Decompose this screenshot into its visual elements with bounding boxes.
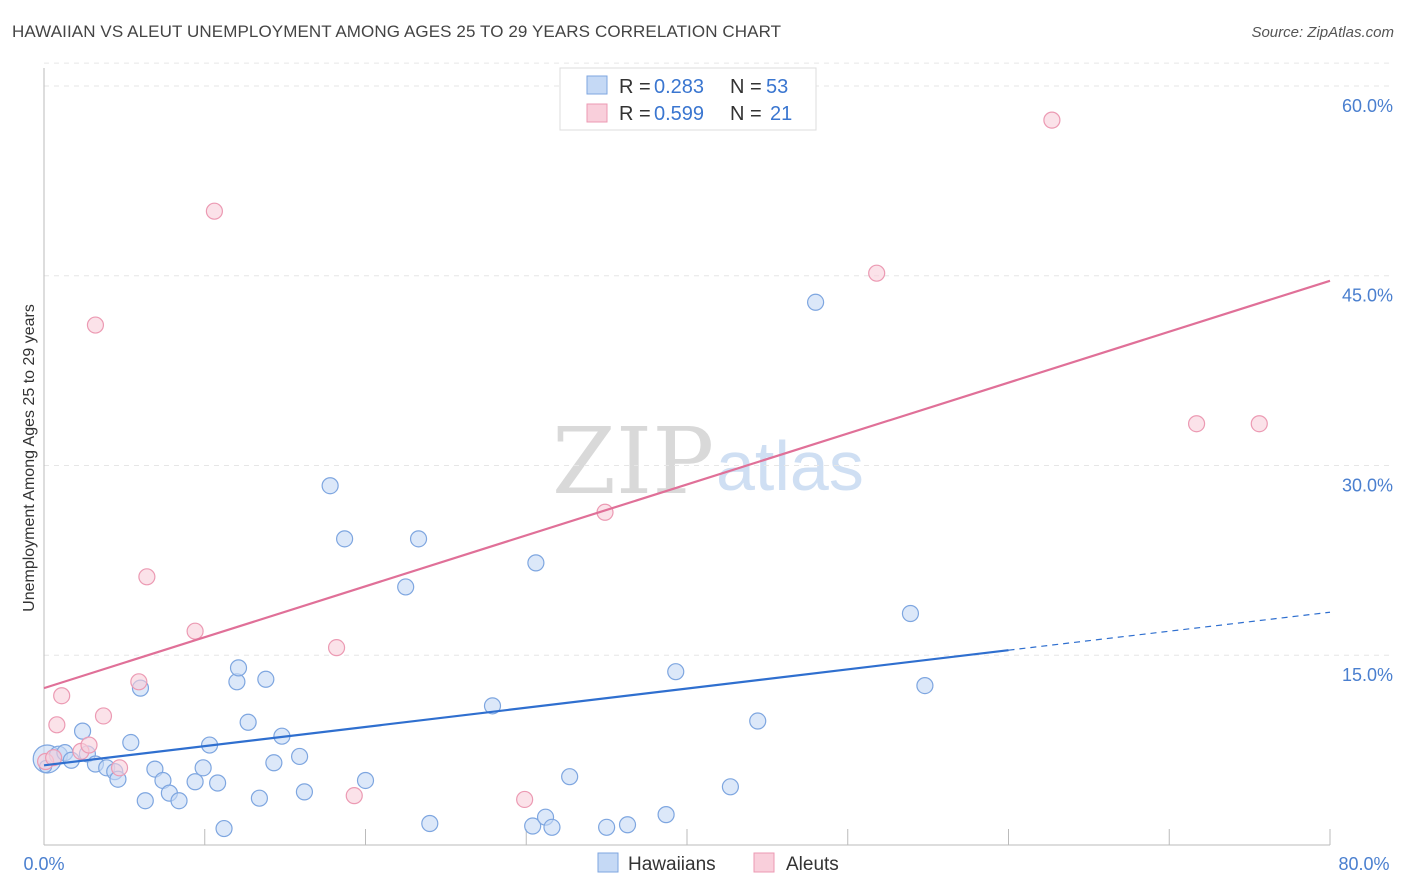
- aleut-point-7: [94, 707, 113, 725]
- aleut-point-15: [516, 790, 534, 809]
- hawaiian-point-18: [194, 759, 212, 777]
- legend-swatch-hawaiians: [586, 75, 608, 95]
- hawaiian-point-43: [598, 818, 616, 836]
- aleut-point-12: [205, 202, 223, 220]
- hawaiian-point-49: [806, 293, 825, 311]
- aleut-point-9: [130, 673, 148, 691]
- aleut-point-5: [80, 736, 98, 754]
- aleut-point-14: [345, 787, 363, 805]
- x-tick-label-max: 80.0%: [1338, 854, 1389, 874]
- aleut-point-2: [48, 716, 66, 734]
- hawaiian-point-31: [321, 477, 339, 495]
- legend-n-label-aleuts: N =: [730, 103, 762, 125]
- hawaiian-point-29: [290, 747, 309, 766]
- hawaiian-point-33: [356, 771, 375, 790]
- hawaiian-point-27: [265, 754, 283, 772]
- hawaiian-point-21: [215, 819, 233, 838]
- hawaiian-point-26: [257, 670, 275, 688]
- hawaiians-trend-extension: [1008, 611, 1331, 651]
- source-credit: Source: ZipAtlas.com: [1251, 24, 1394, 41]
- y-tick-labels: 15.0% 30.0% 45.0% 60.0%: [1342, 96, 1393, 685]
- hawaiian-point-20: [209, 774, 227, 792]
- hawaiian-point-24: [239, 713, 257, 731]
- legend-r-label-aleuts: R =: [619, 103, 651, 125]
- legend-swatch-aleuts: [586, 103, 608, 123]
- hawaiian-point-17: [186, 773, 204, 791]
- aleut-point-11: [186, 622, 204, 640]
- hawaiian-point-46: [667, 663, 685, 681]
- aleut-point-3: [53, 687, 71, 705]
- aleut-point-13: [327, 639, 346, 657]
- hawaiian-point-45: [657, 806, 675, 824]
- grid-layer: [44, 62, 1392, 656]
- legend-n-label-hawaiians: N =: [730, 76, 762, 98]
- legend-n-value-hawaiians: 53: [766, 76, 788, 98]
- hawaiian-point-50: [901, 604, 920, 623]
- hawaiians-points: [32, 293, 934, 838]
- hawaiian-point-38: [524, 817, 542, 835]
- aleut-point-20: [1250, 415, 1268, 433]
- hawaiian-point-39: [527, 554, 545, 572]
- aleut-point-19: [1187, 415, 1206, 433]
- hawaiian-point-16: [170, 792, 188, 810]
- y-tick-label-15: 15.0%: [1342, 665, 1393, 685]
- x-ticks: [204, 829, 1331, 845]
- bottom-legend: Hawaiians Aleuts: [597, 852, 839, 875]
- hawaiian-point-44: [618, 816, 637, 834]
- aleut-point-18: [1043, 111, 1061, 129]
- aleut-point-6: [86, 316, 105, 334]
- hawaiian-point-47: [721, 778, 740, 796]
- hawaiian-point-42: [561, 768, 579, 786]
- legend-box: R = 0.283 N = 53 R = 0.599 N = 21: [559, 67, 817, 131]
- bottom-legend-label-hawaiians: Hawaiians: [628, 854, 716, 875]
- y-tick-label-60: 60.0%: [1342, 96, 1393, 116]
- hawaiian-point-48: [749, 712, 767, 730]
- hawaiian-point-34: [397, 578, 415, 596]
- hawaiian-point-41: [543, 818, 561, 836]
- hawaiian-point-12: [136, 792, 154, 810]
- bottom-legend-label-aleuts: Aleuts: [786, 854, 839, 875]
- watermark-zip: ZIP: [552, 408, 714, 515]
- aleut-point-1: [45, 749, 63, 767]
- hawaiian-point-35: [409, 530, 428, 548]
- hawaiian-point-4: [73, 722, 92, 740]
- hawaiian-point-23: [229, 659, 248, 677]
- hawaiian-point-36: [421, 814, 439, 833]
- legend-n-value-aleuts: 21: [770, 103, 792, 125]
- hawaiian-point-51: [916, 676, 934, 695]
- hawaiian-point-30: [295, 783, 314, 801]
- y-axis-label: Unemployment Among Ages 25 to 29 years: [21, 304, 38, 612]
- aleut-point-10: [138, 568, 156, 586]
- legend-r-value-aleuts: 0.599: [654, 103, 704, 125]
- aleuts-points: [37, 111, 1268, 809]
- hawaiian-point-10: [122, 733, 140, 752]
- hawaiians-trend-line: [43, 649, 1009, 767]
- hawaiian-point-37: [483, 697, 502, 715]
- x-tick-label-min: 0.0%: [23, 854, 64, 874]
- bottom-legend-swatch-hawaiians: [597, 852, 619, 873]
- watermark-atlas: atlas: [716, 427, 864, 505]
- hawaiian-point-32: [336, 530, 354, 548]
- chart-title: HAWAIIAN VS ALEUT UNEMPLOYMENT AMONG AGE…: [12, 22, 782, 41]
- aleut-point-17: [868, 264, 886, 282]
- legend-r-value-hawaiians: 0.283: [654, 76, 704, 98]
- y-tick-label-30: 30.0%: [1342, 475, 1393, 495]
- bottom-legend-swatch-aleuts: [753, 852, 775, 873]
- hawaiian-point-25: [250, 789, 269, 807]
- y-tick-label-45: 45.0%: [1342, 286, 1393, 306]
- trend-lines: [43, 279, 1331, 767]
- legend-r-label-hawaiians: R =: [619, 76, 651, 98]
- aleuts-trend-line: [43, 279, 1331, 690]
- aleut-point-8: [110, 759, 129, 777]
